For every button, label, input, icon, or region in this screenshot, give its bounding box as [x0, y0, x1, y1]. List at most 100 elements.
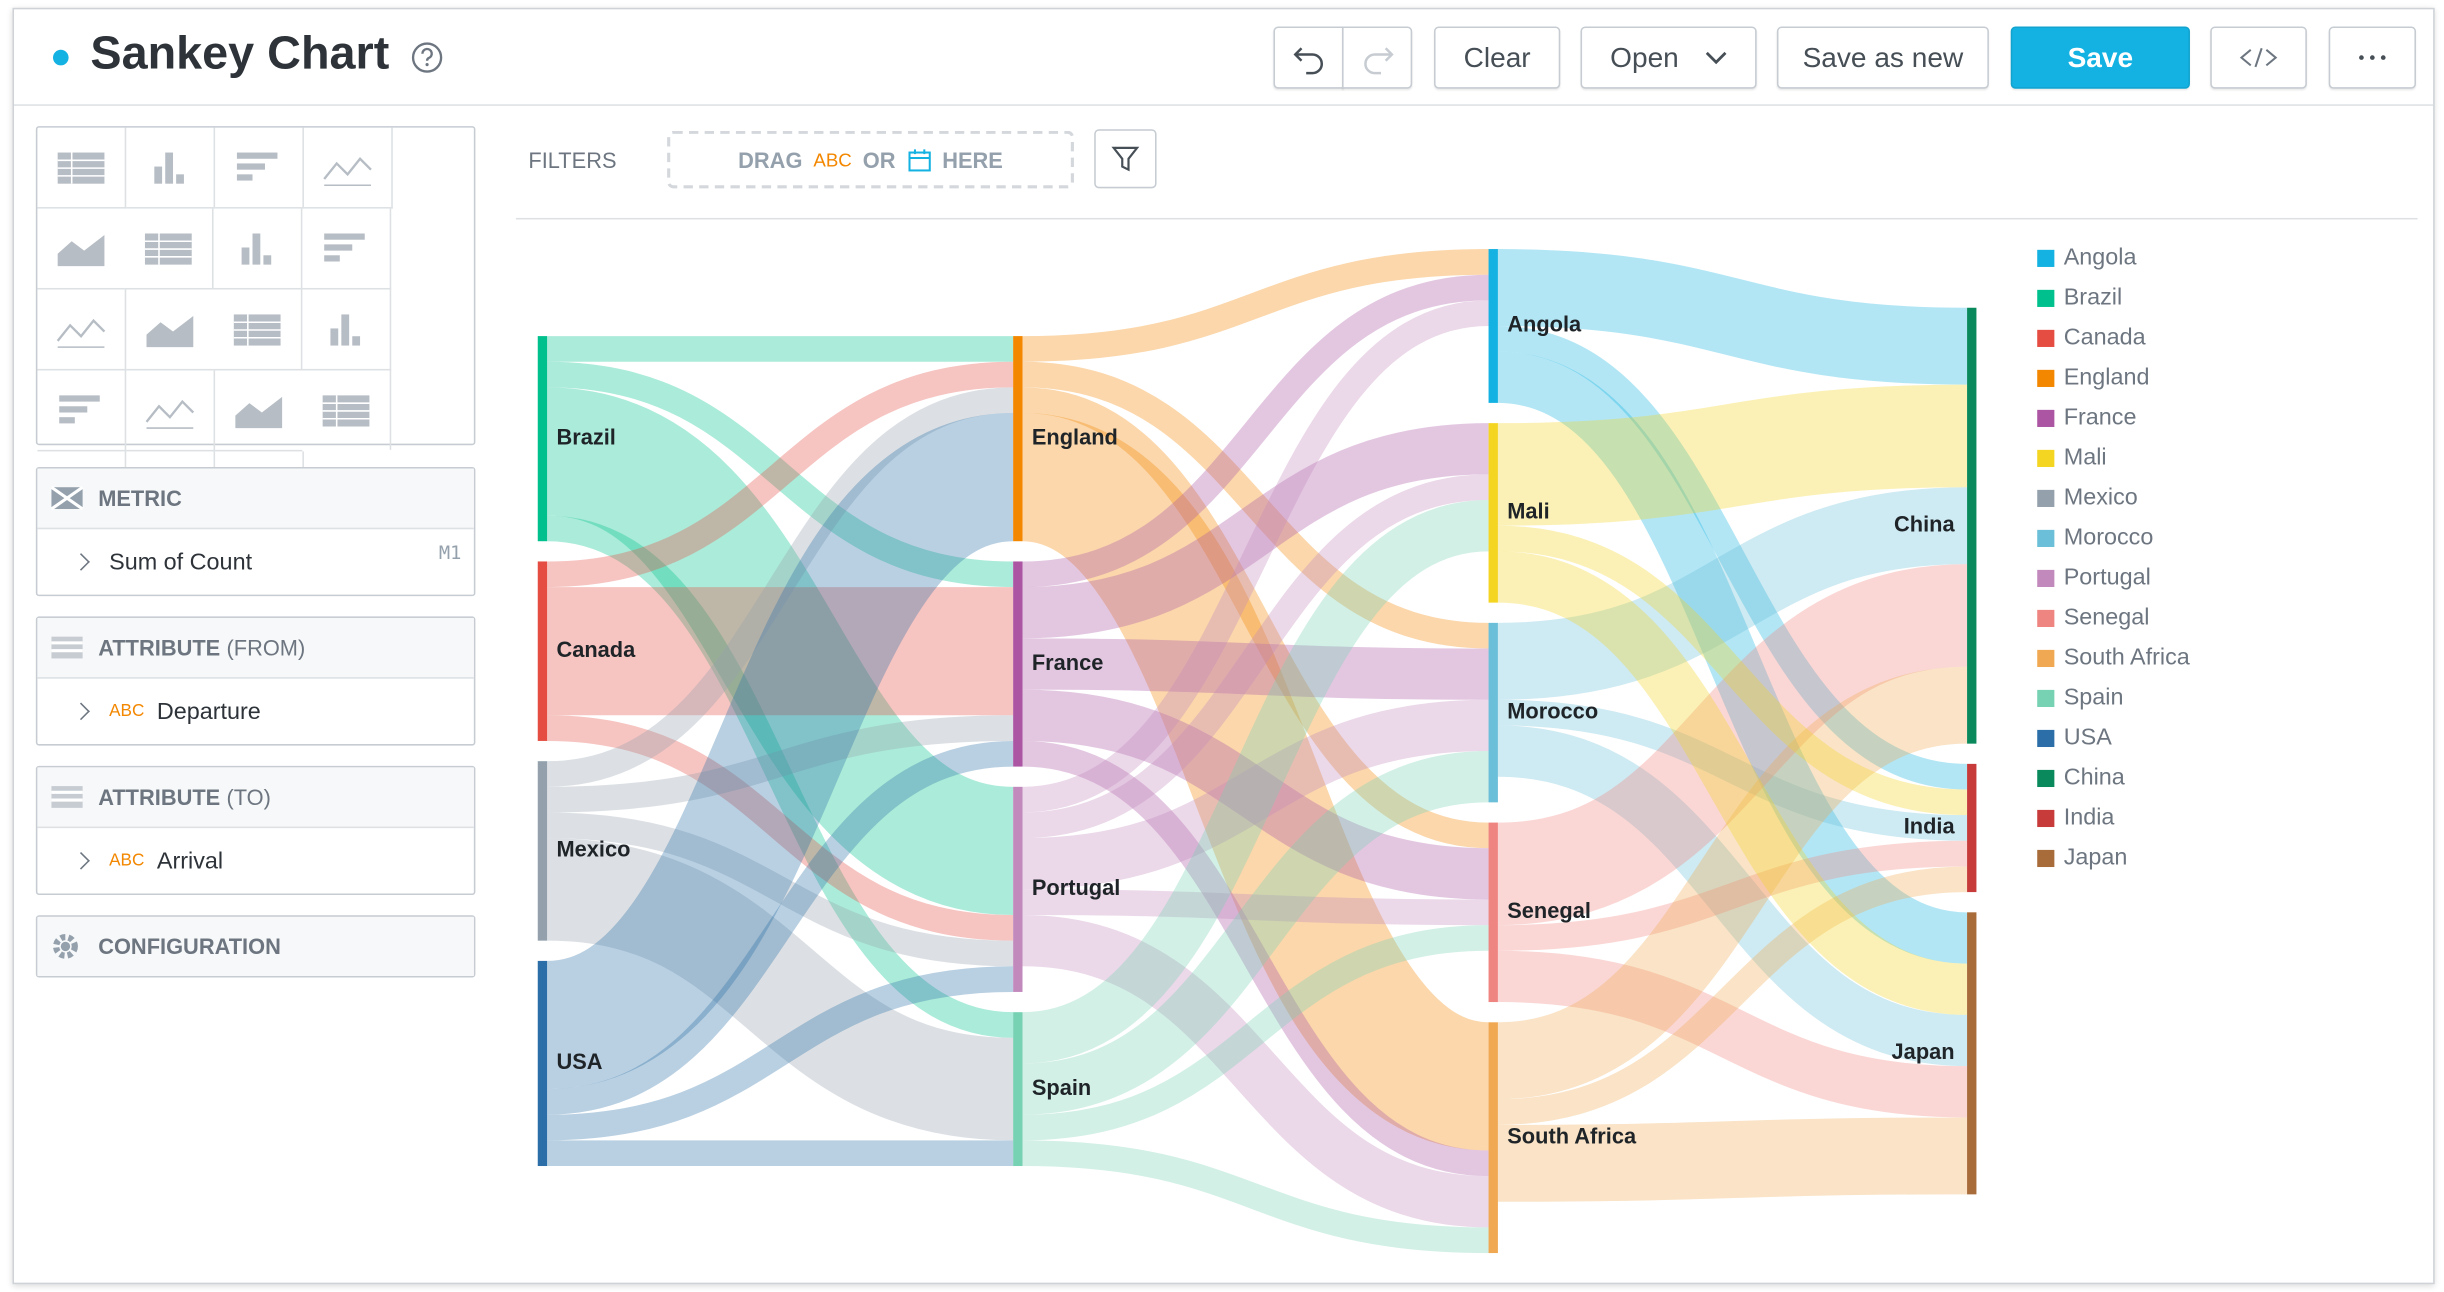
open-button[interactable]: Open — [1580, 26, 1757, 89]
legend-swatch — [2037, 289, 2055, 307]
flow-link — [1022, 300, 1489, 813]
node-label: Canada — [556, 637, 636, 662]
legend-swatch — [2037, 329, 2055, 347]
legend-swatch — [2037, 489, 2055, 507]
flow-link — [543, 387, 1017, 916]
save-button[interactable]: Save — [2010, 26, 2190, 89]
node-label: Mali — [1507, 499, 1549, 524]
chart-type-button[interactable] — [37, 370, 127, 452]
help-icon[interactable] — [410, 40, 444, 74]
legend-label: Senegal — [2064, 604, 2150, 630]
flow-link — [1022, 889, 1489, 926]
node — [1967, 763, 1977, 893]
legend-swatch — [2037, 409, 2055, 427]
legend-label: Morocco — [2064, 524, 2154, 550]
legend-label: South Africa — [2064, 644, 2190, 670]
flow-link — [1496, 351, 1969, 964]
configuration-title: CONFIGURATION — [98, 933, 281, 959]
to-panel: ATTRIBUTE (TO) ABC Arrival — [35, 765, 476, 896]
legend-swatch — [2037, 609, 2055, 627]
filters-divider — [515, 217, 2418, 220]
legend-label: Japan — [2064, 844, 2128, 870]
open-label: Open — [1610, 41, 1679, 73]
chart-type-button[interactable] — [37, 127, 127, 209]
node — [1488, 423, 1498, 603]
to-title: ATTRIBUTE — [98, 784, 221, 810]
status-dot — [52, 49, 69, 66]
flow-link — [547, 812, 1014, 967]
legend-label: Spain — [2064, 684, 2124, 710]
flow-link — [1497, 551, 1968, 1015]
to-header: ATTRIBUTE (TO) — [37, 767, 474, 829]
header-divider — [14, 104, 2434, 106]
from-title: ATTRIBUTE — [98, 635, 221, 660]
flow-link — [1497, 699, 1968, 841]
from-item[interactable]: ABC Departure — [37, 679, 473, 744]
page-title: Sankey Chart — [90, 28, 390, 80]
node — [537, 336, 548, 542]
chart-type-button[interactable] — [302, 289, 392, 371]
chart-type-button[interactable] — [303, 127, 393, 209]
more-button[interactable] — [2328, 26, 2416, 89]
legend-label: Portugal — [2064, 564, 2151, 590]
flow-link — [1022, 699, 1489, 890]
legend-swatch — [2037, 529, 2055, 547]
node — [1967, 912, 1977, 1195]
flow-link — [1021, 500, 1490, 1064]
chart-type-button[interactable] — [215, 370, 303, 452]
chart-type-button[interactable] — [302, 208, 392, 290]
legend-label: England — [2064, 364, 2150, 390]
embed-button[interactable] — [2210, 26, 2307, 89]
chart-type-button[interactable] — [213, 289, 303, 371]
node-label: Japan — [1892, 1039, 1955, 1064]
flow-link — [1496, 666, 1969, 1100]
clear-button[interactable]: Clear — [1434, 26, 1561, 89]
legend-swatch — [2037, 849, 2055, 868]
legend-label: China — [2064, 764, 2125, 790]
chart-type-button[interactable] — [37, 289, 127, 371]
flow-link — [1497, 1117, 1968, 1202]
filter-button[interactable] — [1094, 129, 1157, 189]
chart-type-button[interactable] — [37, 209, 125, 290]
node-label: India — [1904, 814, 1956, 839]
configuration-panel[interactable]: CONFIGURATION — [35, 915, 476, 978]
legend-swatch — [2037, 569, 2055, 587]
flow-link — [546, 838, 1015, 1141]
date-icon — [907, 148, 930, 171]
metric-item[interactable]: Sum of Count M1 — [37, 529, 473, 594]
chart-type-button[interactable] — [124, 208, 214, 290]
abc-text: ABC — [813, 148, 852, 171]
flow-link — [1022, 915, 1489, 1228]
flow-link — [1497, 525, 1968, 816]
chart-type-button[interactable] — [126, 290, 214, 371]
node-label: China — [1894, 511, 1955, 536]
node — [1967, 307, 1977, 744]
node-label: Spain — [1032, 1075, 1091, 1100]
filter-drop-zone[interactable]: DRAG ABC OR HERE — [667, 130, 1074, 189]
from-panel: ATTRIBUTE (FROM) ABC Departure — [35, 616, 476, 746]
chart-type-button[interactable] — [126, 370, 216, 452]
flow-link — [1021, 751, 1490, 1115]
from-item-label: Departure — [156, 698, 261, 725]
legend-swatch — [2037, 729, 2055, 748]
node — [1013, 786, 1023, 992]
from-type: ABC — [109, 702, 145, 721]
flow-link — [1022, 423, 1489, 639]
chart-type-button[interactable] — [215, 127, 304, 209]
flow-link — [547, 715, 1014, 941]
to-item-label: Arrival — [156, 847, 224, 875]
chart-type-button[interactable] — [302, 370, 392, 450]
node-label: Morocco — [1507, 698, 1598, 723]
save-as-new-button[interactable]: Save as new — [1776, 26, 1989, 89]
flow-link — [1497, 384, 1968, 526]
chart-type-button[interactable] — [213, 208, 303, 290]
legend-swatch — [2037, 769, 2055, 788]
chart-type-button[interactable] — [126, 127, 216, 209]
redo-button[interactable] — [1342, 26, 1413, 89]
legend-label: Mexico — [2064, 484, 2138, 510]
node — [1013, 561, 1023, 767]
to-item[interactable]: ABC Arrival — [37, 828, 473, 893]
flow-link — [1497, 325, 1968, 790]
flow-link — [1022, 249, 1489, 362]
